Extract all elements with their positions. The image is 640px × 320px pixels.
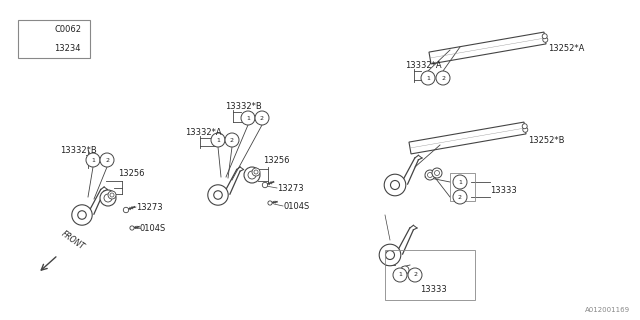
- Circle shape: [435, 171, 440, 175]
- Text: 2: 2: [413, 273, 417, 277]
- Circle shape: [252, 168, 260, 176]
- Text: 2: 2: [260, 116, 264, 121]
- Text: C0062: C0062: [54, 25, 81, 34]
- Text: 13332*A: 13332*A: [185, 127, 221, 137]
- Text: 13333: 13333: [490, 186, 516, 195]
- Circle shape: [77, 211, 86, 219]
- Text: 13234: 13234: [54, 44, 81, 53]
- Circle shape: [100, 190, 116, 206]
- Text: 13252*A: 13252*A: [548, 44, 584, 52]
- Circle shape: [425, 170, 435, 180]
- Circle shape: [130, 226, 134, 230]
- Circle shape: [225, 133, 239, 147]
- Text: 0104S: 0104S: [283, 202, 309, 211]
- Text: 2: 2: [230, 138, 234, 142]
- Text: A012001169: A012001169: [585, 307, 630, 313]
- Text: 13252*B: 13252*B: [528, 135, 564, 145]
- Circle shape: [241, 111, 255, 125]
- Circle shape: [436, 71, 450, 85]
- Circle shape: [110, 193, 114, 197]
- Circle shape: [390, 180, 399, 189]
- Circle shape: [401, 266, 409, 274]
- Circle shape: [72, 205, 92, 225]
- Circle shape: [379, 244, 401, 266]
- Circle shape: [384, 174, 406, 196]
- Circle shape: [244, 167, 260, 183]
- Circle shape: [100, 153, 114, 167]
- Circle shape: [522, 124, 527, 129]
- Circle shape: [26, 43, 38, 54]
- Circle shape: [86, 153, 100, 167]
- Text: 13332*B: 13332*B: [60, 146, 97, 155]
- Circle shape: [542, 34, 547, 39]
- Circle shape: [453, 175, 467, 189]
- Text: 1: 1: [216, 138, 220, 142]
- Text: 13332*A: 13332*A: [405, 60, 442, 69]
- FancyBboxPatch shape: [18, 20, 90, 58]
- Text: 13333: 13333: [420, 285, 447, 294]
- Text: 2: 2: [458, 195, 462, 199]
- Text: 2: 2: [105, 157, 109, 163]
- Circle shape: [432, 168, 442, 178]
- Text: 2: 2: [29, 46, 34, 51]
- Circle shape: [268, 201, 272, 205]
- Circle shape: [248, 171, 256, 179]
- Text: 13273: 13273: [136, 203, 163, 212]
- Circle shape: [108, 191, 116, 199]
- Circle shape: [255, 111, 269, 125]
- Text: 0104S: 0104S: [140, 223, 166, 233]
- Text: 1: 1: [458, 180, 462, 185]
- Circle shape: [408, 268, 422, 282]
- Circle shape: [428, 172, 433, 178]
- Text: 1: 1: [91, 157, 95, 163]
- Circle shape: [214, 191, 222, 199]
- Text: 13256: 13256: [118, 169, 145, 178]
- Circle shape: [104, 194, 112, 202]
- Polygon shape: [429, 32, 546, 64]
- Circle shape: [211, 133, 225, 147]
- Circle shape: [254, 170, 258, 174]
- Circle shape: [385, 251, 394, 260]
- Circle shape: [26, 23, 38, 36]
- Text: 13332*B: 13332*B: [225, 101, 262, 110]
- Text: 2: 2: [441, 76, 445, 81]
- Polygon shape: [409, 122, 526, 154]
- Circle shape: [410, 273, 414, 277]
- Circle shape: [262, 182, 268, 188]
- Circle shape: [208, 185, 228, 205]
- Text: 1: 1: [398, 273, 402, 277]
- Circle shape: [393, 268, 407, 282]
- Circle shape: [453, 190, 467, 204]
- Text: 13273: 13273: [277, 183, 303, 193]
- Circle shape: [543, 37, 548, 42]
- Text: FRONT: FRONT: [60, 230, 86, 252]
- Text: 1: 1: [29, 27, 34, 32]
- Circle shape: [421, 71, 435, 85]
- Circle shape: [523, 127, 528, 132]
- Circle shape: [124, 207, 129, 213]
- Text: 13256: 13256: [263, 156, 289, 164]
- Text: 1: 1: [426, 76, 430, 81]
- Text: 1: 1: [246, 116, 250, 121]
